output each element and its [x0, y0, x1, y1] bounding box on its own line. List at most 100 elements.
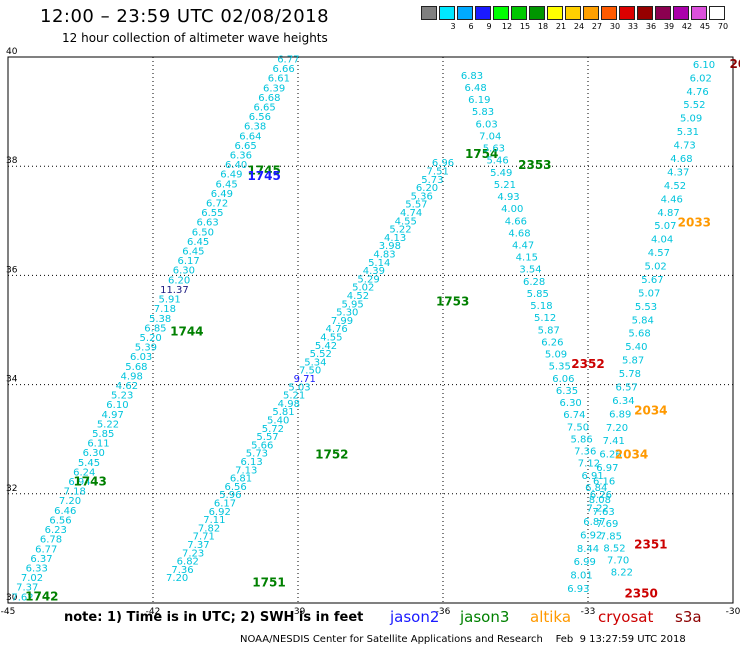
swh-value: 5.07: [638, 288, 660, 299]
swh-value: 5.40: [267, 415, 289, 426]
legend-label: 6: [468, 22, 474, 31]
swh-value: 6.97: [596, 463, 618, 474]
swh-value: 6.74: [563, 410, 585, 421]
swh-value: 7.23: [182, 548, 204, 559]
legend-swatch: [475, 6, 491, 20]
swh-value: 6.92: [580, 530, 602, 541]
swh-value: 5.52: [310, 349, 332, 360]
swh-value: 7.69: [596, 519, 618, 530]
swh-value: 7.50: [567, 422, 589, 433]
legend-label: 3: [450, 22, 456, 31]
swh-value: 5.38: [149, 314, 171, 325]
swh-value: 7.11: [203, 515, 225, 526]
swh-value: 5.96: [219, 490, 241, 501]
swh-value: 6.84: [585, 483, 607, 494]
swh-value: 6.03: [475, 119, 497, 130]
swh-value: 3.54: [519, 265, 541, 276]
swh-value: 5.39: [135, 343, 157, 354]
time-label: 1744: [170, 324, 203, 338]
swh-value: 4.73: [674, 141, 696, 152]
satellite-jason3: jason3: [460, 608, 510, 626]
swh-value: 6.30: [83, 448, 105, 459]
legend-swatch: [529, 6, 545, 20]
plot-frame: [7, 56, 734, 604]
swh-value: 6.92: [209, 507, 231, 518]
legend-swatch: [421, 6, 437, 20]
swh-value: 5.66: [251, 440, 273, 451]
swh-value: 5.67: [641, 275, 663, 286]
swh-value: 6.34: [612, 396, 634, 407]
swh-value: 5.02: [352, 283, 374, 294]
legend-swatch: [655, 6, 671, 20]
swh-value: 6.45: [182, 247, 204, 258]
time-label: 20: [729, 57, 740, 71]
swh-value: 5.02: [645, 262, 667, 273]
swh-value: 7.20: [166, 573, 188, 584]
swh-value: 6.56: [225, 482, 247, 493]
chart-title: 12:00 – 23:59 UTC 02/08/2018: [40, 6, 330, 27]
swh-value: 5.95: [341, 299, 363, 310]
footer-credit: NOAA/NESDIS Center for Satellite Applica…: [240, 634, 686, 645]
swh-value: 6.56: [49, 515, 71, 526]
legend-label: 45: [699, 22, 711, 31]
swh-value: 6.24: [73, 467, 95, 478]
swh-value: 7.85: [600, 531, 622, 542]
swh-value: 5.73: [421, 175, 443, 186]
swh-value: 6.72: [206, 199, 228, 210]
swh-value: 6.10: [106, 400, 128, 411]
swh-value: 6.20: [416, 183, 438, 194]
satellite-altika: altika: [530, 608, 572, 626]
swh-value: 6.49: [211, 189, 233, 200]
swh-value: 5.29: [357, 274, 379, 285]
x-tick-label: -39: [291, 607, 306, 617]
time-label: 1753: [436, 294, 469, 308]
x-tick-label: -36: [436, 607, 451, 617]
swh-value: 4.37: [667, 167, 689, 178]
swh-value: 5.34: [304, 357, 326, 368]
swh-value: 6.19: [468, 95, 490, 106]
swh-value: 6.28: [523, 277, 545, 288]
swh-value: 6.40: [225, 160, 247, 171]
swh-value: 6.49: [220, 170, 242, 181]
legend-swatch: [457, 6, 473, 20]
swh-value: 4.13: [384, 233, 406, 244]
swh-value: 7.37: [187, 540, 209, 551]
swh-value: 7.22: [587, 503, 609, 514]
swh-value: 6.26: [590, 490, 612, 501]
swh-value: 4.87: [657, 208, 679, 219]
swh-value: 7.36: [574, 447, 596, 458]
swh-value: 4.97: [102, 410, 124, 421]
swh-value: 7.99: [331, 316, 353, 327]
swh-value: 6.38: [244, 122, 266, 133]
swh-value: 5.57: [405, 200, 427, 211]
swh-value: 6.20: [168, 275, 190, 286]
swh-value: 5.68: [125, 362, 147, 373]
swh-value: 6.03: [130, 352, 152, 363]
swh-value: 6.02: [690, 73, 712, 84]
swh-value: 5.72: [262, 424, 284, 435]
y-tick-label: 38: [6, 156, 18, 166]
swh-value: 5.78: [619, 369, 641, 380]
swh-value: 4.52: [664, 181, 686, 192]
time-label: 2353: [518, 158, 551, 172]
swh-value: 4.66: [505, 216, 527, 227]
swh-value: 7.12: [578, 459, 600, 470]
swh-value: 6.57: [616, 382, 638, 393]
legend-swatch: [709, 6, 725, 20]
swh-value: 5.35: [549, 362, 571, 373]
swh-value: 4.98: [121, 371, 143, 382]
swh-value: 3.98: [379, 241, 401, 252]
swh-value: 6.78: [40, 535, 62, 546]
swh-value: 6.13: [240, 457, 262, 468]
swh-value: 6.26: [599, 450, 621, 461]
swh-value: 5.09: [545, 350, 567, 361]
swh-value: 6.91: [581, 471, 603, 482]
swh-value: 4.76: [686, 87, 708, 98]
swh-value: 5.73: [246, 449, 268, 460]
legend-label: 70: [717, 22, 729, 31]
swh-value: 6.83: [461, 71, 483, 82]
swh-value: 8.44: [577, 544, 599, 555]
swh-value: 5.83: [472, 107, 494, 118]
satellite-cryosat: cryosat: [598, 608, 654, 626]
